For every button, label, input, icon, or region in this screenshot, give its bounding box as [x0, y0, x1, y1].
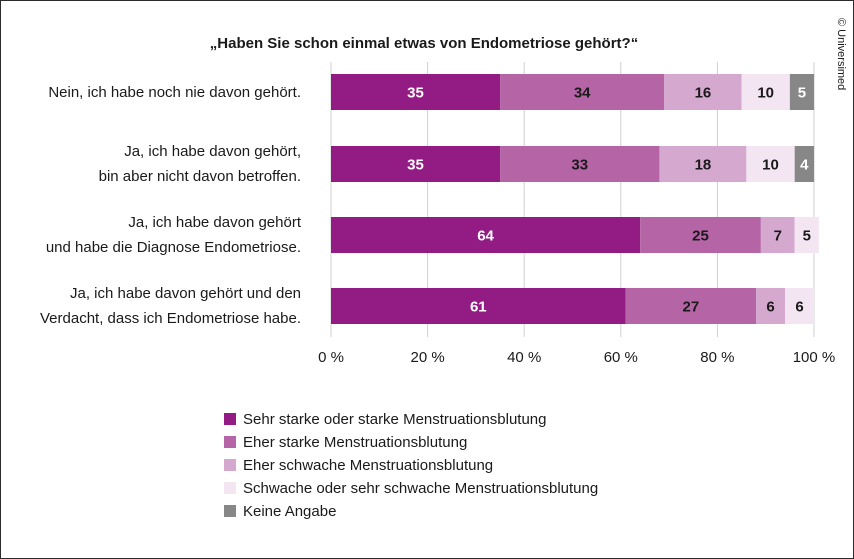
- bar-segment: [331, 74, 501, 110]
- bars: [331, 74, 819, 324]
- data-label: 25: [692, 228, 709, 245]
- x-tick-label: 80 %: [700, 349, 734, 366]
- bar-segment: [500, 74, 665, 110]
- data-label: 33: [571, 157, 588, 174]
- x-tick-label: 60 %: [604, 349, 638, 366]
- bar-segment: [785, 288, 814, 324]
- legend: Sehr starke oder starke Menstruationsblu…: [224, 411, 598, 520]
- legend-swatch: [224, 436, 236, 448]
- legend-swatch: [224, 413, 236, 425]
- bar-segment: [331, 217, 641, 253]
- x-tick-label: 0 %: [318, 349, 344, 366]
- legend-swatch: [224, 482, 236, 494]
- legend-swatch: [224, 505, 236, 517]
- bar-segment: [664, 74, 742, 110]
- bar-segment: [789, 74, 814, 110]
- chart-title: „Haben Sie schon einmal etwas von Endome…: [210, 35, 638, 52]
- bar-segment: [659, 146, 747, 182]
- bar-segment: [500, 146, 660, 182]
- value-labels: 35 34 16 10 5 35 33 18 10 4 64 25 7 5 61 27 6 6: [407, 85, 811, 316]
- category-label: Ja, ich habe davon gehört: [128, 214, 301, 231]
- category-labels: Nein, ich habe noch nie davon gehört. Ja,…: [40, 84, 302, 327]
- legend-label: Sehr starke oder starke Menstruationsblu…: [243, 411, 547, 428]
- bar-segment: [625, 288, 757, 324]
- legend-swatch: [224, 459, 236, 471]
- category-label: Ja, ich habe davon gehört und den: [70, 285, 301, 302]
- x-tick-label: 40 %: [507, 349, 541, 366]
- bar-segment: [741, 74, 790, 110]
- data-label: 64: [477, 228, 494, 245]
- category-label: und habe die Diagnose Endometriose.: [46, 239, 301, 256]
- bar-segment: [794, 146, 814, 182]
- bar-segment: [331, 288, 626, 324]
- data-label: 61: [470, 299, 487, 316]
- x-tick-label: 20 %: [410, 349, 444, 366]
- data-label: 27: [682, 299, 699, 316]
- bar-segment: [756, 288, 786, 324]
- x-tick-label: 100 %: [793, 349, 836, 366]
- bar-segment: [746, 146, 795, 182]
- bar-segment: [794, 217, 819, 253]
- data-label: 10: [762, 157, 779, 174]
- data-label: 35: [407, 157, 424, 174]
- data-label: 5: [798, 85, 806, 102]
- legend-label: Schwache oder sehr schwache Menstruation…: [243, 480, 598, 497]
- legend-label: Keine Angabe: [243, 503, 336, 520]
- data-label: 35: [407, 85, 424, 102]
- data-label: 34: [574, 85, 591, 102]
- bar-segment: [331, 146, 501, 182]
- data-label: 5: [803, 228, 811, 245]
- x-axis-ticks: 0 % 20 % 40 % 60 % 80 % 100 %: [318, 349, 835, 366]
- legend-label: Eher schwache Menstruationsblutung: [243, 457, 493, 474]
- credit-label: © Universimed: [835, 18, 847, 90]
- bar-segment: [760, 217, 795, 253]
- data-label: 6: [795, 299, 803, 316]
- category-label: Ja, ich habe davon gehört,: [124, 143, 301, 160]
- data-label: 4: [800, 157, 809, 174]
- data-label: 6: [766, 299, 774, 316]
- category-label: bin aber nicht davon betroffen.: [99, 168, 301, 185]
- category-label: Verdacht, dass ich Endometriose habe.: [40, 310, 301, 327]
- data-label: 16: [695, 85, 712, 102]
- data-label: 10: [757, 85, 774, 102]
- bar-segment: [640, 217, 761, 253]
- category-label: Nein, ich habe noch nie davon gehört.: [48, 84, 301, 101]
- data-label: 7: [774, 228, 782, 245]
- legend-label: Eher starke Menstruationsblutung: [243, 434, 467, 451]
- data-label: 18: [695, 157, 712, 174]
